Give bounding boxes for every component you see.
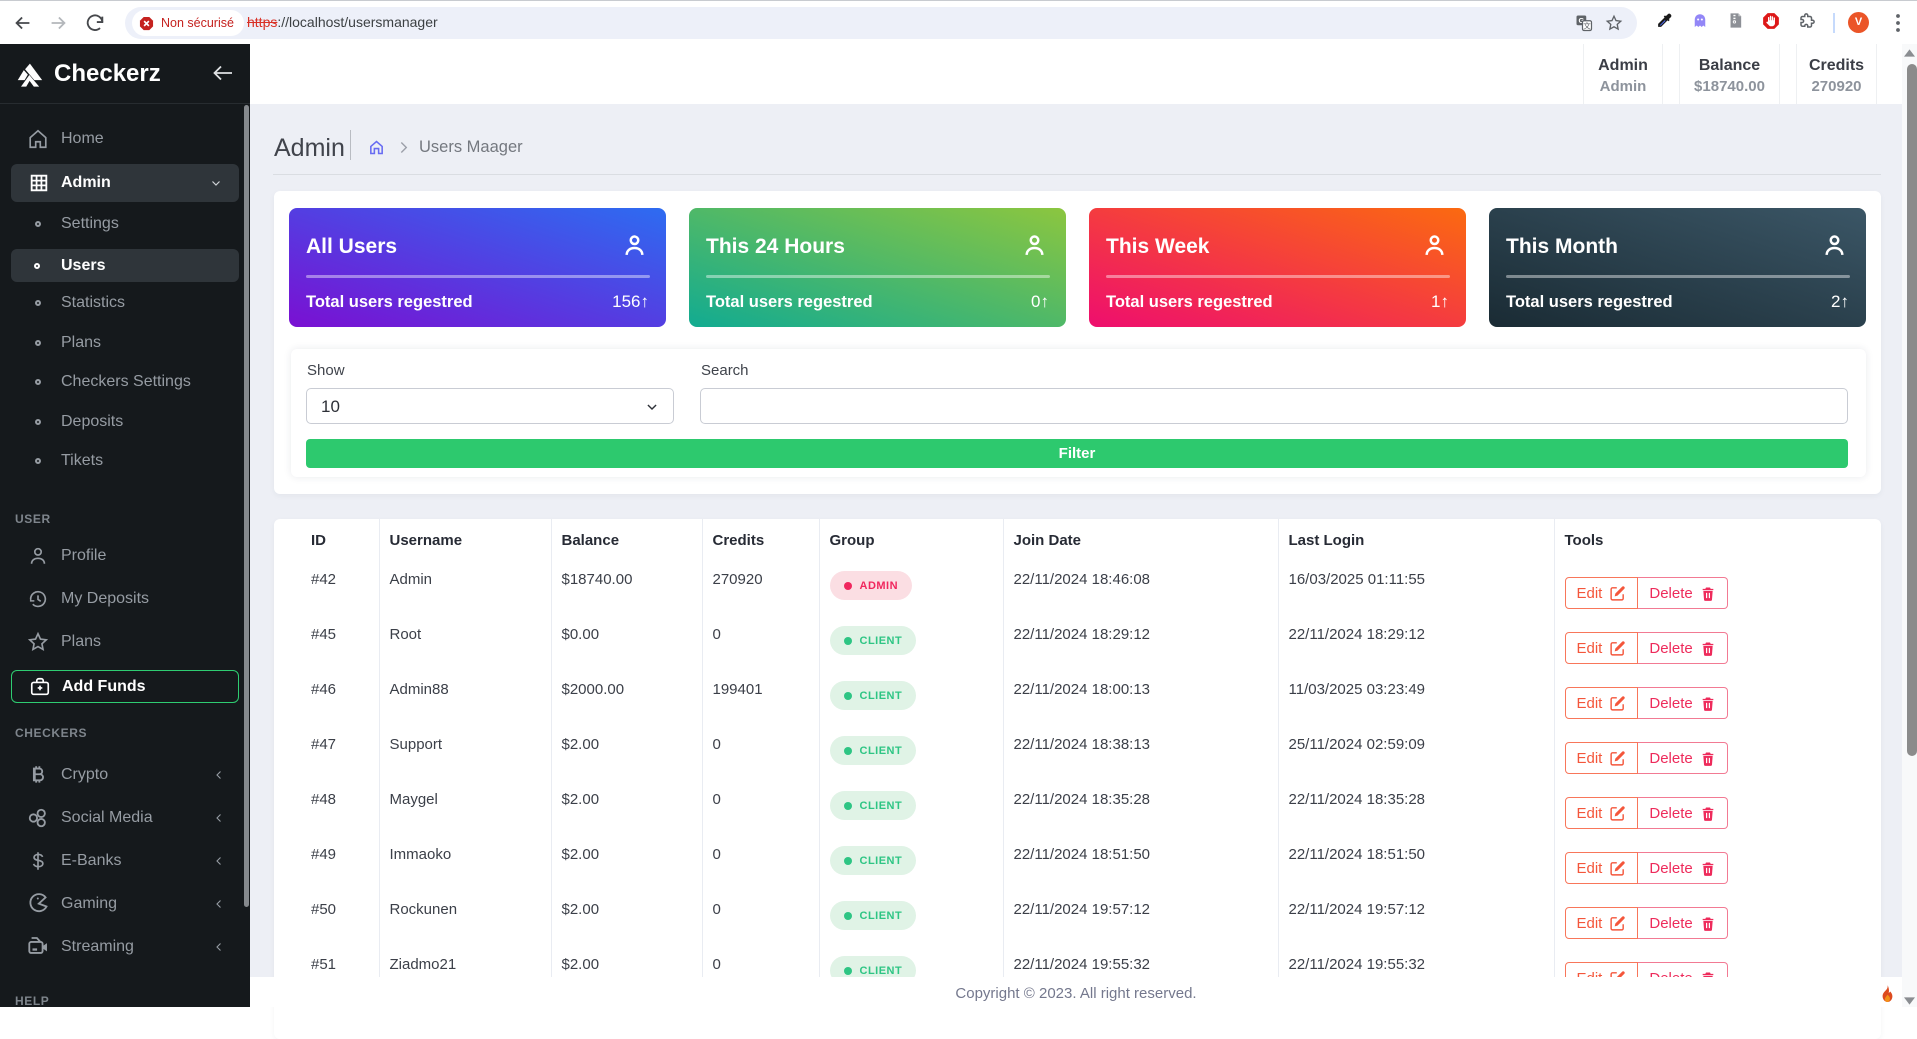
svg-text:G: G [1578,16,1584,25]
svg-text:文: 文 [1583,20,1591,30]
